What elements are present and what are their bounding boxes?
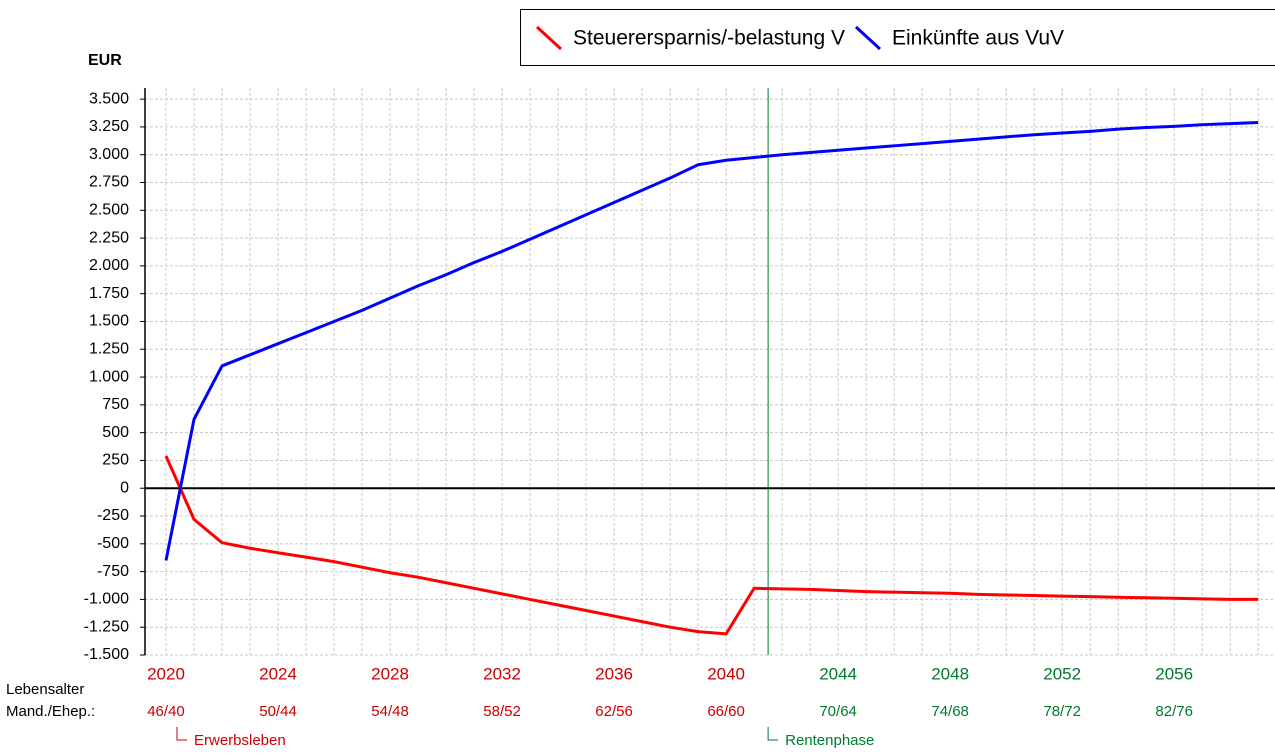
x-tick-label: 2020 bbox=[147, 664, 185, 683]
x-tick-label: 2056 bbox=[1155, 664, 1193, 683]
legend-label: Steuerersparnis/-belastung V bbox=[573, 27, 845, 50]
y-tick-label: 2.000 bbox=[89, 257, 129, 274]
x-tick-label: 2024 bbox=[259, 664, 297, 683]
y-unit-label: EUR bbox=[88, 52, 122, 69]
y-tick-label: -250 bbox=[97, 507, 129, 524]
y-tick-label: 1.750 bbox=[89, 285, 129, 302]
y-tick-label: -750 bbox=[97, 563, 129, 580]
phase-label: Erwerbsleben bbox=[194, 732, 286, 749]
phase-label: Rentenphase bbox=[785, 732, 874, 749]
age-label: 82/76 bbox=[1155, 703, 1193, 720]
y-tick-label: 500 bbox=[102, 424, 129, 441]
age-label: 74/68 bbox=[931, 703, 969, 720]
x-tick-label: 2032 bbox=[483, 664, 521, 683]
age-row-label: Mand./Ehep.: bbox=[6, 703, 95, 720]
age-label: 78/72 bbox=[1043, 703, 1081, 720]
y-tick-label: -500 bbox=[97, 535, 129, 552]
age-label: 46/40 bbox=[147, 703, 185, 720]
x-tick-label: 2036 bbox=[595, 664, 633, 683]
y-tick-label: 3.000 bbox=[89, 146, 129, 163]
y-tick-label: 1.500 bbox=[89, 313, 129, 330]
age-label: 62/56 bbox=[595, 703, 633, 720]
y-tick-label: 2.500 bbox=[89, 202, 129, 219]
legend-label: Einkünfte aus VuV bbox=[892, 27, 1064, 50]
y-tick-label: 2.750 bbox=[89, 174, 129, 191]
x-tick-label: 2028 bbox=[371, 664, 409, 683]
y-tick-label: -1.250 bbox=[84, 618, 129, 635]
age-label: 70/64 bbox=[819, 703, 857, 720]
y-tick-label: 3.250 bbox=[89, 118, 129, 135]
y-tick-label: 1.250 bbox=[89, 340, 129, 357]
age-label: 54/48 bbox=[371, 703, 409, 720]
y-tick-label: 2.250 bbox=[89, 229, 129, 246]
y-tick-label: 250 bbox=[102, 452, 129, 469]
age-row-label: Lebensalter bbox=[6, 681, 84, 698]
y-tick-label: -1.500 bbox=[84, 646, 129, 663]
y-tick-label: 750 bbox=[102, 396, 129, 413]
y-tick-label: 1.000 bbox=[89, 368, 129, 385]
x-tick-label: 2044 bbox=[819, 664, 857, 683]
y-tick-label: -1.000 bbox=[84, 591, 129, 608]
y-tick-label: 0 bbox=[120, 479, 129, 496]
age-label: 50/44 bbox=[259, 703, 297, 720]
age-label: 58/52 bbox=[483, 703, 521, 720]
x-tick-label: 2040 bbox=[707, 664, 745, 683]
x-tick-label: 2048 bbox=[931, 664, 969, 683]
age-label: 66/60 bbox=[707, 703, 745, 720]
x-tick-label: 2052 bbox=[1043, 664, 1081, 683]
y-tick-label: 3.500 bbox=[89, 90, 129, 107]
